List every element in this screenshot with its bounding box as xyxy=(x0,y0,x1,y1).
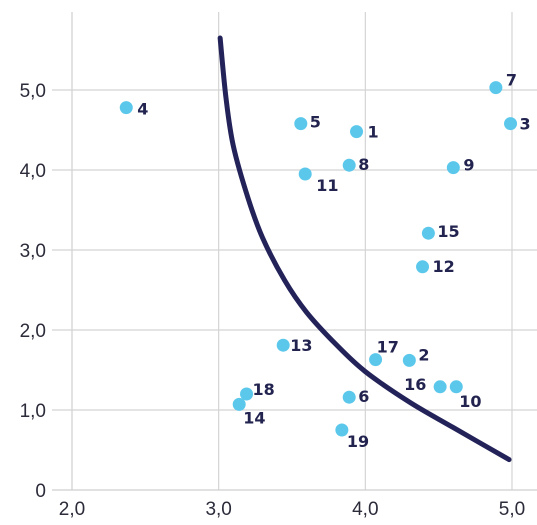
data-point-17 xyxy=(369,353,383,367)
trend-curve xyxy=(217,35,512,463)
point-label-3: 3 xyxy=(520,115,531,134)
x-tick-label: 5,0 xyxy=(499,499,525,520)
point-label-2: 2 xyxy=(418,345,429,364)
point-label-14: 14 xyxy=(243,408,265,427)
y-tick-label: 1,0 xyxy=(20,401,46,422)
data-point-5 xyxy=(294,117,308,131)
point-label-18: 18 xyxy=(253,380,275,399)
tick-labels: 2,0 3,0 4,0 5,0 0 1,0 2,0 3,0 4,0 5,0 xyxy=(20,81,526,520)
data-point-1 xyxy=(350,125,364,139)
point-label-13: 13 xyxy=(290,336,312,355)
data-point-4 xyxy=(119,101,133,115)
data-points xyxy=(119,81,518,437)
point-label-16: 16 xyxy=(404,375,426,394)
y-tick-label: 4,0 xyxy=(20,161,46,182)
data-point-16 xyxy=(433,380,447,394)
point-label-6: 6 xyxy=(358,387,369,406)
data-point-10 xyxy=(449,380,463,394)
data-point-8 xyxy=(342,158,356,172)
data-point-7 xyxy=(489,81,503,95)
data-point-15 xyxy=(421,226,435,240)
x-tick-label: 4,0 xyxy=(352,499,378,520)
point-label-4: 4 xyxy=(137,100,148,119)
point-label-8: 8 xyxy=(358,155,369,174)
data-point-12 xyxy=(416,260,430,274)
point-label-17: 17 xyxy=(377,338,399,357)
point-label-7: 7 xyxy=(506,71,517,90)
point-label-15: 15 xyxy=(437,222,459,241)
data-point-9 xyxy=(446,161,460,175)
x-tick-label: 2,0 xyxy=(59,499,85,520)
point-label-10: 10 xyxy=(459,392,481,411)
data-point-19 xyxy=(335,423,349,437)
x-tick-label: 3,0 xyxy=(205,499,231,520)
data-point-13 xyxy=(276,338,290,352)
y-tick-label: 2,0 xyxy=(20,321,46,342)
data-point-18 xyxy=(240,387,254,401)
point-label-11: 11 xyxy=(316,176,338,195)
point-label-5: 5 xyxy=(310,113,321,132)
data-point-14 xyxy=(232,397,246,411)
point-label-9: 9 xyxy=(463,156,474,175)
data-point-3 xyxy=(504,117,518,131)
point-label-1: 1 xyxy=(368,123,379,142)
y-tick-label: 3,0 xyxy=(20,241,46,262)
grid xyxy=(52,12,537,491)
y-tick-label: 5,0 xyxy=(20,81,46,102)
point-label-19: 19 xyxy=(347,432,369,451)
data-point-6 xyxy=(342,390,356,404)
data-point-11 xyxy=(298,167,312,181)
data-point-2 xyxy=(402,353,416,367)
y-tick-label: 0 xyxy=(35,481,46,502)
point-label-12: 12 xyxy=(433,257,455,276)
